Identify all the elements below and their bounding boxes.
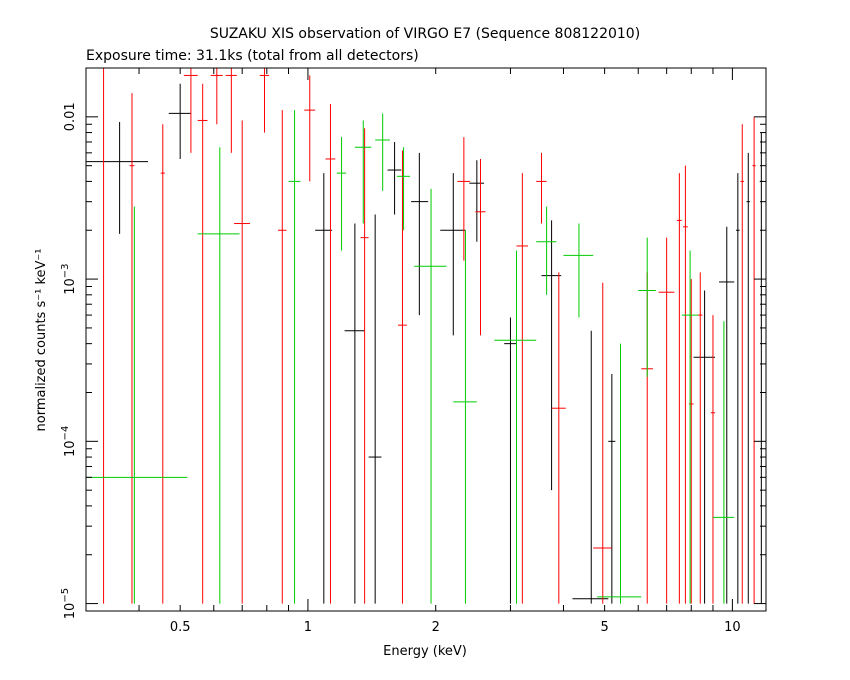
data-point <box>344 223 365 604</box>
data-point <box>86 121 149 234</box>
data-point <box>325 103 336 604</box>
x-tick-label: 1 <box>304 620 312 635</box>
x-tick-label: 5 <box>600 620 608 635</box>
x-tick-label: 0.5 <box>170 620 191 635</box>
data-point <box>676 173 682 604</box>
data-point <box>541 220 562 491</box>
data-point <box>304 75 316 182</box>
data-point <box>759 132 763 604</box>
data-point <box>360 128 369 604</box>
series-1 <box>86 67 756 604</box>
data-point <box>457 137 471 261</box>
data-point <box>563 223 594 318</box>
data-point <box>315 173 333 604</box>
data-point <box>183 68 198 153</box>
data-point <box>536 152 547 224</box>
data-point <box>693 290 716 604</box>
data-point <box>536 206 557 295</box>
y-tick-label: 10−4 <box>60 426 78 457</box>
data-point <box>368 214 382 604</box>
data-point <box>225 68 237 153</box>
data-point <box>375 113 390 191</box>
y-tick-label: 10−3 <box>60 263 78 294</box>
data-point <box>593 282 612 604</box>
data-point <box>551 272 566 604</box>
data-point <box>387 141 402 215</box>
data-point <box>86 206 188 604</box>
data-point <box>516 173 529 604</box>
y-tick-label: 0.01 <box>63 102 78 131</box>
data-point <box>453 230 477 604</box>
data-point <box>504 317 517 604</box>
data-point <box>288 110 301 604</box>
data-point <box>608 374 616 604</box>
data-point <box>494 250 537 604</box>
data-point <box>710 315 716 604</box>
data-point <box>740 124 744 604</box>
axis-layer: 0.5 1 2 5 10 10−5 10−4 10−3 0.01 <box>60 67 766 635</box>
series-2 <box>86 110 735 604</box>
x-axis-label: Energy (keV) <box>383 644 467 659</box>
data-point <box>277 110 287 604</box>
chart-subtitle: Exposure time: 31.1ks (total from all de… <box>86 48 419 64</box>
data-point <box>683 165 688 604</box>
data-point <box>336 137 347 251</box>
plot-frame <box>85 67 767 612</box>
data-point <box>396 147 411 231</box>
data-point <box>440 173 466 336</box>
chart-title: SUZAKU XIS observation of VIRGO E7 (Sequ… <box>210 26 640 42</box>
data-point <box>736 173 740 604</box>
data-point <box>160 124 165 604</box>
data-point <box>197 147 240 604</box>
y-axis-label: normalized counts s⁻¹ keV⁻¹ <box>34 249 49 432</box>
data-point <box>681 250 699 604</box>
data-point <box>210 68 223 125</box>
data-point <box>86 67 120 604</box>
series-0 <box>86 83 763 604</box>
data-point <box>638 237 656 377</box>
data-layer <box>86 67 763 604</box>
x-tick-label: 2 <box>432 620 440 635</box>
data-point <box>746 152 750 604</box>
data-point <box>475 158 486 336</box>
data-point <box>411 152 429 316</box>
data-point <box>469 160 485 242</box>
x-tick-label: 10 <box>724 620 741 635</box>
data-point <box>414 188 447 604</box>
data-point <box>597 343 642 604</box>
data-point <box>259 68 270 133</box>
data-point <box>398 150 407 604</box>
data-point <box>129 93 135 604</box>
data-point <box>752 116 756 604</box>
data-point <box>197 83 208 604</box>
data-point <box>354 120 372 224</box>
data-point <box>712 321 735 604</box>
data-point <box>234 120 250 604</box>
data-point <box>168 83 191 159</box>
data-point <box>719 226 735 604</box>
y-tick-label: 10−5 <box>60 588 78 619</box>
data-point <box>658 237 675 604</box>
data-point <box>698 272 703 604</box>
